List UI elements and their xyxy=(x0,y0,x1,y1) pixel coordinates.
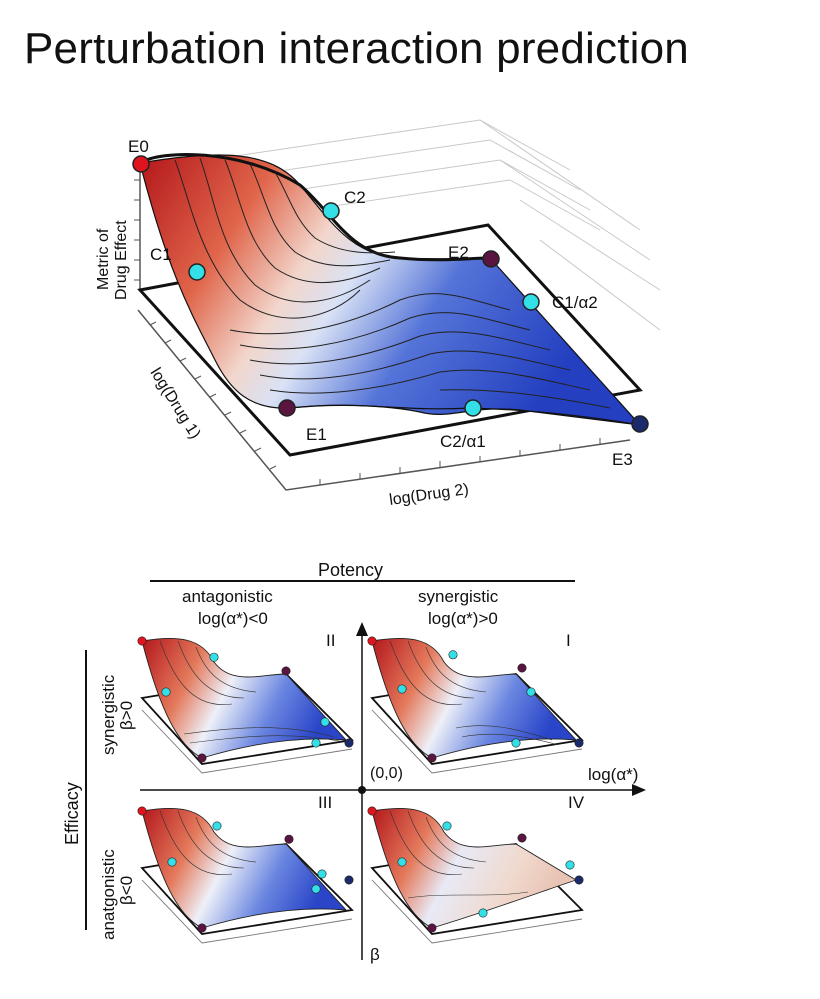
label-e0: E0 xyxy=(128,137,149,156)
row-synergistic-1: synergistic xyxy=(99,674,118,755)
row-synergistic-2: β>0 xyxy=(117,701,136,730)
point-e0 xyxy=(132,155,150,173)
mini-surface-q3 xyxy=(137,806,354,944)
quadrant-label-2: II xyxy=(326,631,335,650)
z-axis-label-2: Drug Effect xyxy=(113,220,130,300)
label-e3: E3 xyxy=(612,450,633,469)
point-e1 xyxy=(278,399,296,417)
point-c2a1 xyxy=(464,399,482,417)
x-axis-label: log(Drug 1) xyxy=(147,365,204,442)
row-antagonistic-2: β<0 xyxy=(117,876,136,905)
point-e3 xyxy=(631,415,649,433)
origin-dot xyxy=(358,786,366,794)
potency-label: Potency xyxy=(318,560,383,580)
label-c2a1: C2/α1 xyxy=(440,432,486,451)
z-axis-label-1: Metric of xyxy=(95,228,112,290)
quadrant-label-3: III xyxy=(318,793,332,812)
antagonistic-header-2: log(α*)<0 xyxy=(198,609,268,628)
synergistic-header-2: log(α*)>0 xyxy=(428,609,498,628)
point-c1 xyxy=(188,263,206,281)
quadrant-panel: Potency antagonistic log(α*)<0 synergist… xyxy=(62,560,646,964)
floor-plane xyxy=(137,223,643,457)
main-surface-plot: E0 C2 C1 E2 C1/α2 E1 C2/α1 E3 Metric of … xyxy=(95,119,661,509)
y-axis-beta-label: β xyxy=(370,945,380,964)
x-axis-alpha-label: log(α*) xyxy=(588,765,638,784)
mini-surface-q2 xyxy=(137,636,354,774)
mini-surface-q4 xyxy=(367,806,584,944)
label-e1: E1 xyxy=(306,425,327,444)
quadrant-label-1: I xyxy=(566,631,571,650)
mini-surface-q1 xyxy=(367,636,584,774)
efficacy-label: Efficacy xyxy=(62,782,82,845)
origin-label: (0,0) xyxy=(370,765,403,782)
page-title: Perturbation interaction prediction xyxy=(24,24,689,73)
quadrant-label-4: IV xyxy=(568,793,585,812)
row-antagonistic-1: anatgonistic xyxy=(99,849,118,940)
label-c1: C1 xyxy=(150,245,172,264)
label-e2: E2 xyxy=(448,243,469,262)
synergistic-header-1: synergistic xyxy=(418,587,499,606)
point-e2 xyxy=(482,250,500,268)
antagonistic-header-1: antagonistic xyxy=(182,587,273,606)
point-c2 xyxy=(322,202,340,220)
contour-lines xyxy=(174,157,611,409)
label-c2: C2 xyxy=(344,188,366,207)
point-c1a2 xyxy=(522,293,540,311)
label-c1a2: C1/α2 xyxy=(552,293,598,312)
y-axis-label: log(Drug 2) xyxy=(388,481,470,509)
